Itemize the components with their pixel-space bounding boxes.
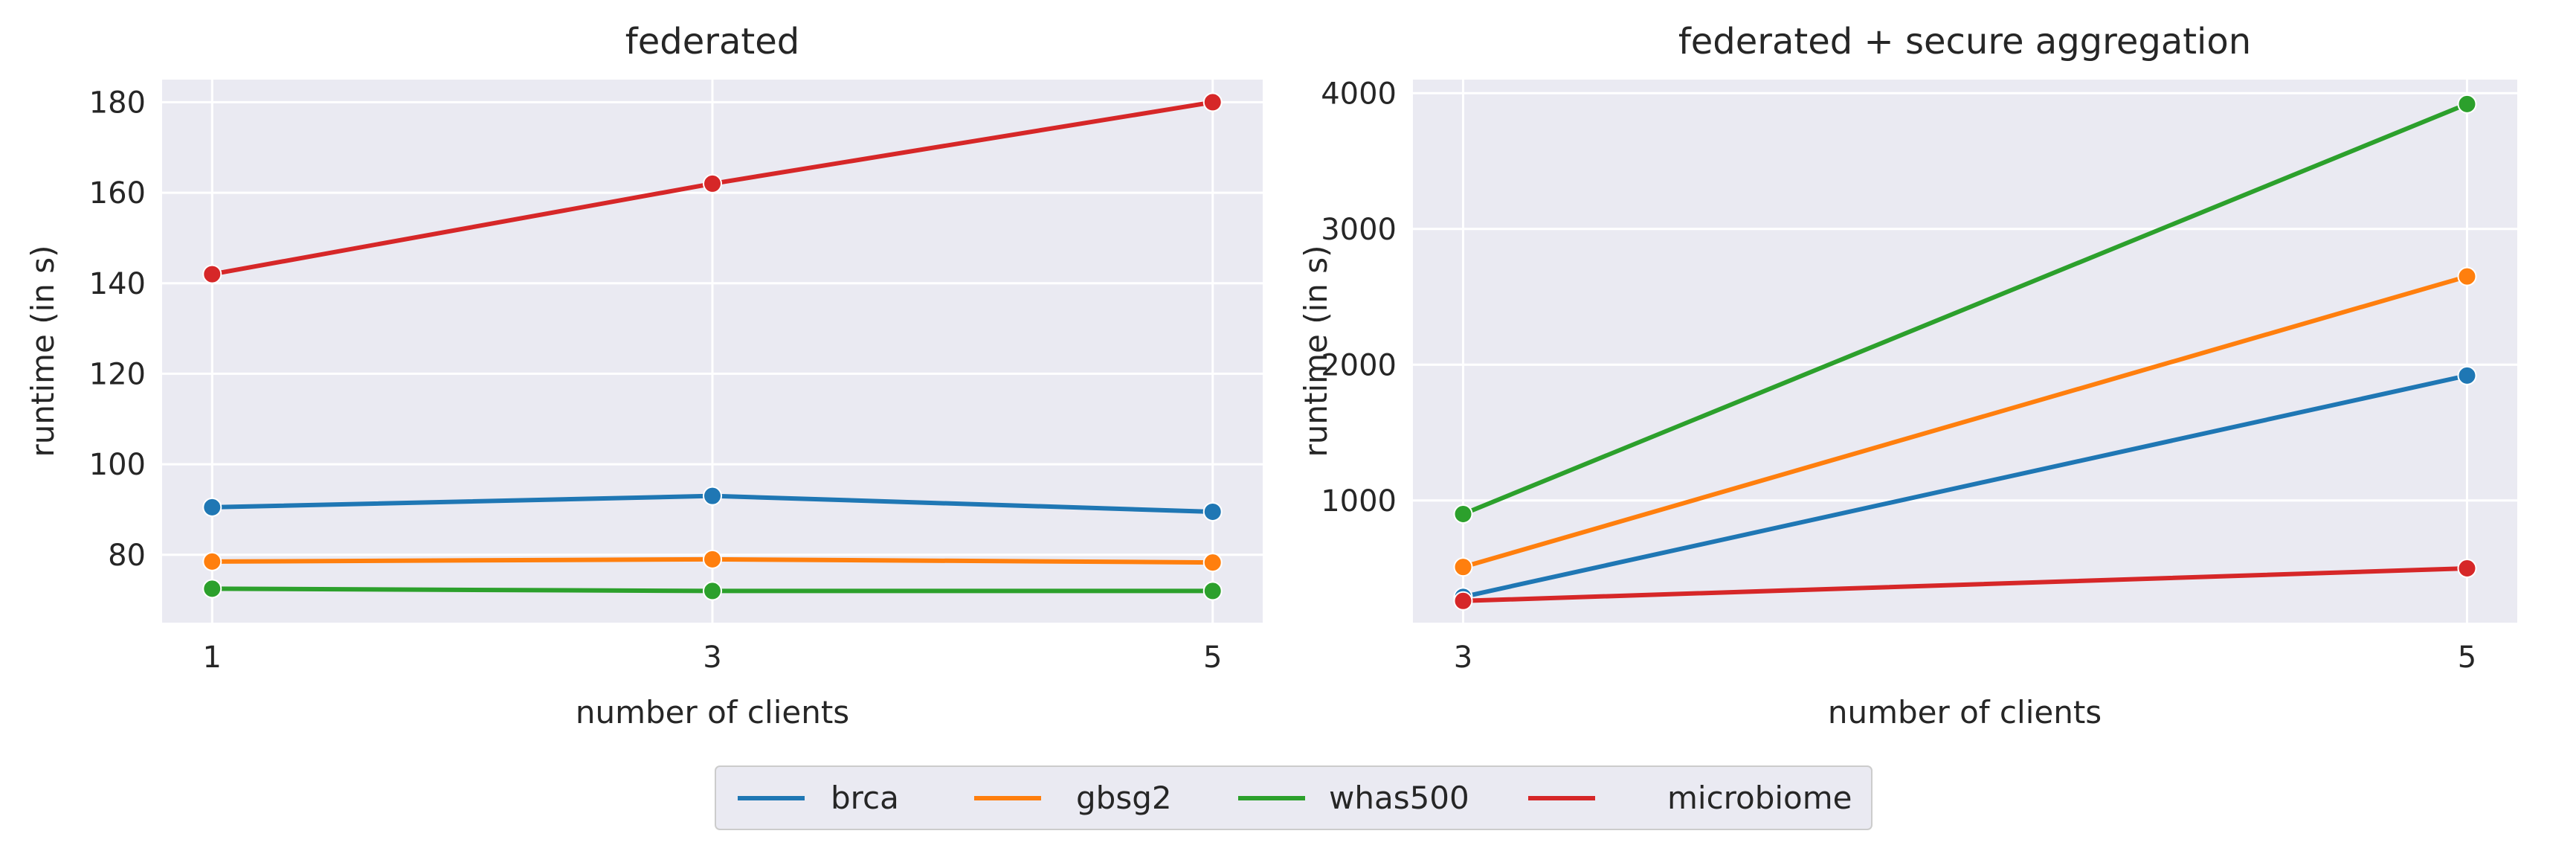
y-tick-label-federated: 140 — [89, 267, 146, 301]
legend: brca gbsg2 whas500 microbiome — [715, 765, 1873, 830]
y-tick-label-secure-aggregation: 4000 — [1321, 77, 1397, 111]
data-point-microbiome — [2457, 559, 2477, 578]
y-tick-label-federated: 180 — [89, 86, 146, 120]
x-axis-label-federated: number of clients — [576, 694, 849, 731]
y-tick-label-federated: 80 — [108, 539, 146, 573]
chart-title-secure-aggregation: federated + secure aggregation — [1678, 21, 2251, 62]
data-point-whas500 — [1202, 581, 1223, 601]
data-point-microbiome — [202, 264, 222, 284]
series-line-whas500 — [1461, 101, 2470, 516]
data-point-brca — [1202, 501, 1223, 521]
legend-item-microbiome: microbiome — [1528, 780, 1852, 816]
x-axis-label-secure-aggregation: number of clients — [1828, 694, 2102, 731]
x-tick-label-federated: 5 — [1203, 640, 1222, 675]
x-tick-label-secure-aggregation: 5 — [2458, 640, 2476, 675]
data-point-brca — [2457, 365, 2477, 385]
series-secure-aggregation — [1453, 94, 2477, 611]
x-ticks-federated: 1 3 5 — [203, 640, 1223, 675]
panel-federated: 1 3 5 80 100 120 140 160 180 federated number o… — [25, 21, 1263, 731]
series-line-gbsg2 — [1461, 274, 2470, 570]
data-point-brca — [703, 486, 722, 506]
data-point-gbsg2 — [703, 549, 722, 569]
grid-federated — [162, 80, 1263, 623]
series-federated — [202, 92, 1223, 601]
y-tick-label-federated: 100 — [89, 448, 146, 482]
data-point-gbsg2 — [202, 551, 222, 571]
y-tick-label-secure-aggregation: 3000 — [1321, 213, 1397, 247]
series-line-microbiome — [1461, 566, 2470, 603]
chart-title-federated: federated — [625, 21, 799, 62]
legend-item-gbsg2: gbsg2 — [974, 780, 1172, 816]
legend-label-whas500: whas500 — [1329, 780, 1469, 816]
y-tick-label-secure-aggregation: 1000 — [1321, 484, 1397, 518]
legend-label-brca: brca — [831, 780, 899, 816]
legend-item-whas500: whas500 — [1238, 780, 1469, 816]
data-point-whas500 — [202, 579, 222, 599]
data-point-gbsg2 — [2457, 266, 2477, 286]
legend-label-gbsg2: gbsg2 — [1076, 780, 1172, 816]
data-point-microbiome — [1453, 591, 1473, 611]
series-line-brca — [1461, 373, 2470, 600]
data-point-gbsg2 — [1202, 553, 1223, 573]
x-tick-label-federated: 1 — [203, 640, 222, 675]
legend-label-microbiome: microbiome — [1667, 780, 1852, 816]
y-tick-label-federated: 160 — [89, 176, 146, 211]
data-point-gbsg2 — [1453, 557, 1473, 577]
data-point-microbiome — [703, 173, 722, 193]
data-point-whas500 — [703, 581, 722, 601]
data-point-whas500 — [1453, 504, 1473, 524]
y-ticks-federated: 80 100 120 140 160 180 — [89, 86, 146, 572]
data-point-microbiome — [1202, 92, 1223, 112]
x-tick-label-secure-aggregation: 3 — [1454, 640, 1472, 675]
data-point-brca — [202, 497, 222, 517]
grid-secure-aggregation — [1413, 80, 2517, 623]
y-tick-label-secure-aggregation: 2000 — [1321, 348, 1397, 382]
legend-item-brca: brca — [738, 780, 899, 816]
y-axis-label-federated: runtime (in s) — [25, 245, 61, 457]
plot-area-secure-aggregation — [1413, 80, 2517, 623]
y-axis-label-secure-aggregation: runtime (in s) — [1298, 245, 1334, 457]
y-ticks-secure-aggregation: 1000 2000 3000 4000 — [1321, 77, 1397, 518]
y-tick-label-federated: 120 — [89, 357, 146, 391]
data-point-whas500 — [2457, 94, 2477, 114]
x-tick-label-federated: 3 — [703, 640, 721, 675]
